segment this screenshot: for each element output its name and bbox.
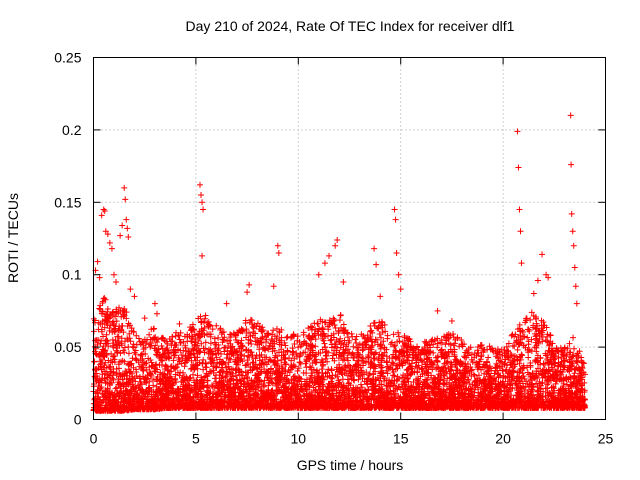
data-point: [444, 375, 451, 382]
data-point: [309, 370, 316, 377]
data-point: [162, 362, 169, 369]
data-point: [297, 350, 304, 357]
data-points: [90, 112, 589, 414]
data-point: [384, 370, 391, 377]
data-point: [268, 387, 275, 394]
data-point: [340, 321, 347, 328]
data-point: [544, 331, 551, 338]
data-point: [525, 341, 532, 348]
data-point: [296, 359, 303, 366]
data-point: [353, 339, 360, 346]
data-point: [138, 351, 145, 358]
data-point: [442, 341, 449, 348]
data-point: [377, 334, 384, 341]
data-point: [350, 343, 357, 350]
data-point: [367, 364, 374, 371]
data-point: [294, 368, 301, 375]
data-point: [261, 354, 268, 361]
data-point: [295, 365, 302, 372]
data-point: [297, 343, 304, 350]
data-point: [181, 363, 188, 370]
data-point: [300, 331, 307, 338]
data-point: [201, 349, 208, 356]
data-point: [503, 343, 510, 350]
data-point: [157, 369, 164, 376]
data-point: [574, 359, 581, 366]
data-point: [387, 341, 394, 348]
data-point: [306, 363, 313, 370]
data-point: [321, 340, 328, 347]
data-point: [443, 368, 450, 375]
data-point: [421, 344, 428, 351]
data-point: [135, 335, 142, 342]
data-point: [146, 331, 153, 338]
data-point: [266, 356, 273, 363]
data-point: [341, 356, 348, 363]
data-point: [150, 382, 157, 389]
data-point: [139, 373, 146, 380]
data-point: [464, 376, 471, 383]
data-point: [358, 381, 365, 388]
data-point: [98, 384, 105, 391]
data-point: [202, 339, 209, 346]
data-point: [300, 369, 307, 376]
data-point: [371, 355, 378, 362]
data-point: [319, 325, 326, 332]
data-point: [270, 327, 277, 334]
data-point: [332, 324, 339, 331]
data-point: [379, 364, 386, 371]
data-point: [505, 348, 512, 355]
data-point: [207, 340, 214, 347]
data-point: [513, 337, 520, 344]
data-point: [390, 331, 397, 338]
data-point: [96, 305, 103, 312]
data-point: [281, 339, 288, 346]
data-point: [395, 329, 402, 336]
data-point: [123, 315, 130, 322]
data-point: [127, 338, 134, 345]
data-point: [212, 345, 219, 352]
data-point: [142, 360, 149, 367]
data-point: [469, 359, 476, 366]
data-point: [242, 362, 249, 369]
data-point: [390, 372, 397, 379]
data-point: [325, 326, 332, 333]
data-point: [258, 368, 265, 375]
data-point: [547, 332, 554, 339]
chart-title: Day 210 of 2024, Rate Of TEC Index for r…: [186, 18, 515, 34]
data-point: [552, 380, 559, 387]
data-point: [532, 330, 539, 337]
data-point: [349, 333, 356, 340]
data-point: [103, 331, 110, 338]
data-point: [246, 354, 253, 361]
data-point: [571, 345, 578, 352]
grid: [93, 57, 606, 420]
data-point: [547, 331, 554, 338]
data-point: [344, 357, 351, 364]
data-point: [145, 355, 152, 362]
data-point: [232, 358, 239, 365]
data-point: [239, 342, 246, 349]
data-point: [352, 336, 359, 343]
data-point: [392, 342, 399, 349]
data-point: [339, 376, 346, 383]
data-point: [227, 331, 234, 338]
